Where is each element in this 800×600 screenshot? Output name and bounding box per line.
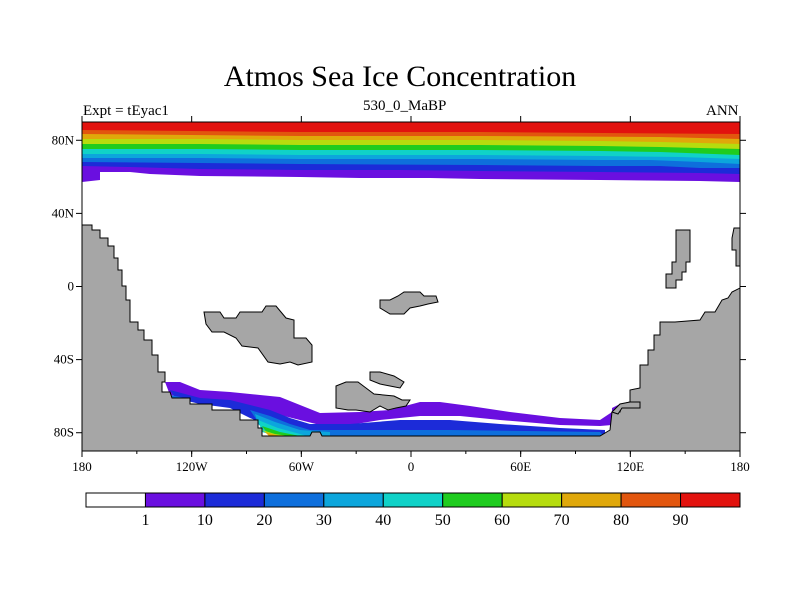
time-label: 530_0_MaBP bbox=[363, 98, 447, 114]
land-masses bbox=[82, 224, 740, 451]
colorbar: 1 10 20 30 40 50 60 70 80 90 bbox=[85, 492, 741, 529]
colorbar-swatch bbox=[85, 492, 146, 508]
colorbar-swatch bbox=[323, 492, 384, 508]
land-west-coast bbox=[82, 224, 740, 451]
x-tick-label: 180 bbox=[730, 459, 750, 474]
colorbar-swatch bbox=[620, 492, 682, 508]
y-tick-label: 40N bbox=[52, 205, 75, 220]
land-east-island bbox=[665, 229, 691, 289]
y-tick-label: 80N bbox=[52, 132, 75, 147]
x-tick-label: 180 bbox=[72, 459, 92, 474]
land-east-strip bbox=[731, 227, 740, 267]
colorbar-swatch bbox=[144, 492, 206, 508]
colorbar-label: 80 bbox=[613, 512, 629, 529]
colorbar-swatch bbox=[442, 492, 503, 508]
colorbar-swatch bbox=[382, 492, 444, 508]
y-tick-label: 0 bbox=[68, 279, 75, 294]
colorbar-label: 90 bbox=[673, 512, 689, 529]
colorbar-swatch bbox=[204, 492, 265, 508]
land-south-island-a bbox=[335, 381, 411, 413]
colorbar-label: 60 bbox=[494, 512, 510, 529]
colorbar-label: 70 bbox=[554, 512, 570, 529]
ice-band-90 bbox=[82, 122, 740, 134]
north-ice-bands bbox=[82, 122, 740, 182]
land-cape bbox=[611, 401, 641, 415]
colorbar-swatch bbox=[501, 492, 563, 508]
colorbar-label: 10 bbox=[197, 512, 213, 529]
colorbar-swatch bbox=[680, 492, 741, 508]
south-ice-band-1 bbox=[165, 382, 640, 426]
x-tick-label: 0 bbox=[408, 459, 415, 474]
colorbar-label: 20 bbox=[256, 512, 272, 529]
land-central-island bbox=[203, 305, 313, 366]
map-plot-area bbox=[82, 122, 740, 451]
land-north-island bbox=[379, 291, 439, 315]
season-label: ANN bbox=[706, 103, 739, 119]
colorbar-swatch bbox=[263, 492, 325, 508]
y-tick-label: 40S bbox=[54, 352, 74, 367]
map-title: Atmos Sea Ice Concentration bbox=[223, 60, 577, 93]
colorbar-label: 30 bbox=[316, 512, 332, 529]
colorbar-label: 1 bbox=[141, 512, 149, 529]
land-south-island-b bbox=[369, 371, 405, 389]
colorbar-label: 50 bbox=[435, 512, 451, 529]
colorbar-label: 40 bbox=[375, 512, 391, 529]
axis-ticks: 180 120W 60W 0 60E 120E 180 80N 40N 0 40S 80S bbox=[52, 116, 750, 474]
x-tick-label: 120E bbox=[617, 459, 645, 474]
x-tick-label: 120W bbox=[176, 459, 209, 474]
x-tick-label: 60W bbox=[289, 459, 315, 474]
x-tick-label: 60E bbox=[510, 459, 531, 474]
experiment-label: Expt = tEyac1 bbox=[83, 103, 169, 119]
south-ice-bands bbox=[165, 382, 640, 437]
colorbar-swatch bbox=[561, 492, 622, 508]
y-tick-label: 80S bbox=[54, 425, 74, 440]
